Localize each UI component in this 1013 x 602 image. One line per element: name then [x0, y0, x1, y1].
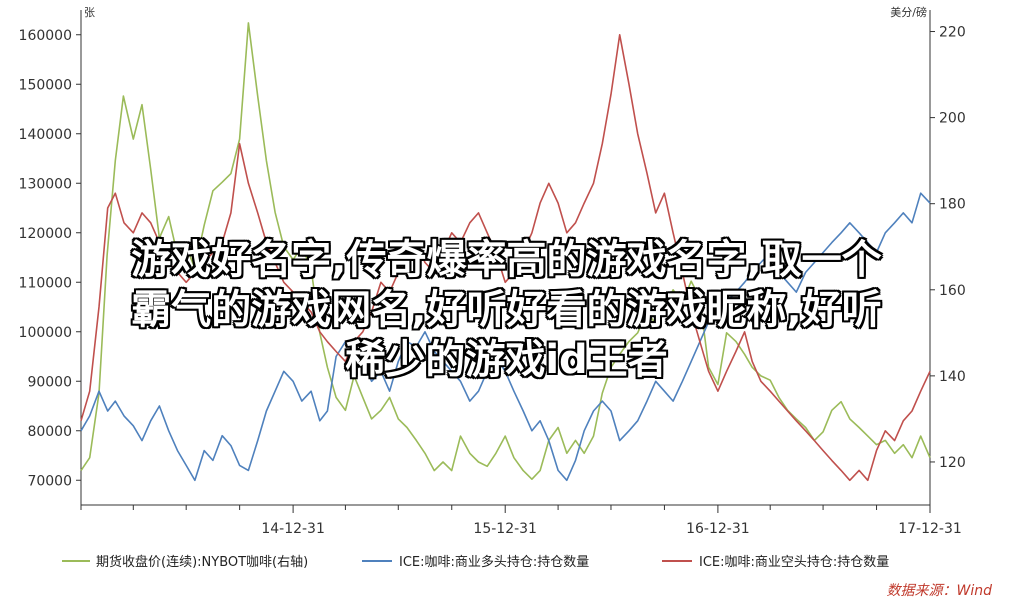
- series-layer: [80, 22, 931, 482]
- series-line-2: [80, 33, 931, 482]
- left-tick-label: 150000: [19, 77, 72, 93]
- legend-label-series-0: 期货收盘价(连续):NYBOT咖啡(右轴): [96, 554, 308, 570]
- right-tick-label: 220: [939, 25, 966, 41]
- left-tick-label: 80000: [27, 424, 72, 440]
- left-tick-label: 160000: [19, 28, 72, 44]
- right-axis-unit: 美分/磅: [890, 5, 927, 19]
- legend-label-series-1: ICE:咖啡:商业多头持仓:持仓数量: [399, 554, 589, 570]
- right-axis-ticks: 220 200 180 160 140 120: [930, 25, 966, 471]
- right-tick-label: 160: [939, 283, 966, 299]
- left-tick-label: 110000: [19, 275, 72, 291]
- left-tick-label: 140000: [19, 127, 72, 143]
- right-tick-label: 200: [939, 111, 966, 127]
- x-tick-label: 16-12-31: [686, 521, 750, 537]
- x-tick-label: 17-12-31: [898, 521, 962, 537]
- legend: 期货收盘价(连续):NYBOT咖啡(右轴) ICE:咖啡:商业多头持仓:持仓数量…: [62, 554, 889, 570]
- left-axis-ticks: 160000 150000 140000 130000 120000 110000 1000…: [19, 28, 81, 489]
- left-tick-label: 120000: [19, 226, 72, 242]
- source-note: 数据来源：Wind: [887, 583, 993, 599]
- left-tick-label: 100000: [19, 325, 72, 341]
- left-tick-label: 70000: [27, 473, 72, 489]
- left-axis-unit: 张: [84, 6, 95, 19]
- left-tick-label: 130000: [19, 176, 72, 192]
- right-tick-label: 120: [939, 455, 966, 471]
- x-tick-label: 14-12-31: [261, 521, 325, 537]
- x-axis-ticks: 14-12-31 15-12-31 16-12-31 17-12-31: [80, 505, 962, 537]
- series-line-0: [80, 22, 931, 481]
- series-line-1: [80, 192, 931, 482]
- x-tick-label: 15-12-31: [473, 521, 537, 537]
- left-tick-label: 90000: [27, 374, 72, 390]
- right-tick-label: 140: [939, 369, 966, 385]
- right-tick-label: 180: [939, 197, 966, 213]
- legend-label-series-2: ICE:咖啡:商业空头持仓:持仓数量: [699, 555, 889, 570]
